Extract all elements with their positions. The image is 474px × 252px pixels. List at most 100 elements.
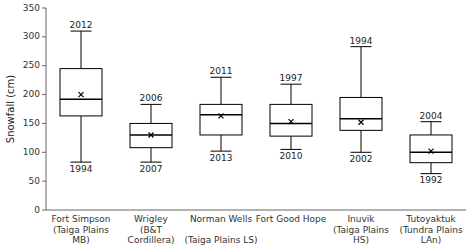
whisker-low bbox=[151, 148, 152, 162]
annotation-low: 2010 bbox=[280, 151, 303, 161]
box-group bbox=[60, 31, 102, 162]
whisker-high bbox=[151, 104, 152, 123]
annotation-low: 1994 bbox=[70, 164, 93, 174]
annotation-high: 2004 bbox=[420, 111, 443, 121]
whisker-high bbox=[361, 47, 362, 98]
x-tick-label: Wrigley(B&TCordillera) bbox=[128, 214, 175, 245]
x-tick-label-line: (Taiga Plains LS) bbox=[184, 235, 257, 245]
x-tick-label-line: Norman Wells bbox=[190, 214, 253, 224]
y-tick bbox=[42, 123, 46, 124]
y-tick bbox=[42, 8, 46, 9]
y-tick-label: 100 bbox=[23, 147, 40, 157]
cap-high bbox=[351, 46, 372, 47]
y-tick-label: 250 bbox=[23, 60, 40, 70]
y-tick-label: 300 bbox=[23, 31, 40, 41]
box-group bbox=[200, 77, 242, 151]
x-tick-label-line: (Taiga Plains bbox=[53, 225, 109, 235]
cap-high bbox=[421, 121, 442, 122]
y-tick-label: 50 bbox=[29, 176, 41, 186]
median bbox=[270, 123, 312, 125]
mean-marker bbox=[289, 119, 294, 124]
box bbox=[410, 135, 452, 163]
annotation-high: 2012 bbox=[70, 20, 93, 30]
x-tick-label-line: (Taiga Plains bbox=[333, 225, 389, 235]
annotation-high: 1994 bbox=[350, 36, 373, 46]
box bbox=[340, 97, 382, 130]
boxes bbox=[60, 31, 452, 174]
y-axis-label: Snowfall (cm) bbox=[5, 75, 16, 144]
y-axis bbox=[46, 8, 47, 210]
annotation-low: 1992 bbox=[420, 175, 443, 185]
y-tick-label: 200 bbox=[23, 89, 40, 99]
box-group bbox=[270, 84, 312, 149]
annotation-low: 2013 bbox=[210, 153, 233, 163]
median bbox=[60, 98, 102, 100]
whisker-low bbox=[361, 130, 362, 152]
annotation-low: 2002 bbox=[350, 154, 373, 164]
cap-low bbox=[281, 149, 302, 150]
cap-low bbox=[351, 152, 372, 153]
x-tick-label: Tutoyaktuk(Tundra PlainsLAn) bbox=[399, 214, 462, 245]
x-tick-label: Fort Good Hope bbox=[256, 214, 327, 224]
annotation-low: 2007 bbox=[140, 164, 163, 174]
cap-high bbox=[71, 31, 92, 32]
chart: 0 50 100 150 200 250 300 350 Snowfall (cm) Fort S… bbox=[0, 0, 474, 252]
y-tick-label: 150 bbox=[23, 118, 40, 128]
cap-high bbox=[211, 77, 232, 78]
mean-marker bbox=[219, 113, 224, 118]
mean-marker bbox=[359, 120, 364, 125]
box-group bbox=[410, 122, 452, 174]
whisker-high bbox=[431, 122, 432, 135]
mean-marker bbox=[429, 149, 434, 154]
y-tick bbox=[42, 65, 46, 66]
y-tick-label: 350 bbox=[23, 3, 40, 13]
cap-high bbox=[281, 84, 302, 85]
whisker-low bbox=[81, 116, 82, 162]
whisker-low bbox=[221, 135, 222, 151]
x-tick-label-line: (Tundra Plains bbox=[399, 225, 462, 235]
box bbox=[270, 104, 312, 136]
x-tick-label-line: Wrigley bbox=[134, 214, 168, 224]
x-tick-label-line: HS) bbox=[353, 235, 369, 245]
x-tick-label: Fort Simpson(Taiga PlainsMB) bbox=[51, 214, 110, 245]
annotation-high: 2011 bbox=[210, 66, 233, 76]
x-tick-label-line: (B&T bbox=[140, 225, 163, 235]
y-tick bbox=[42, 36, 46, 37]
mean-marker bbox=[149, 132, 154, 137]
whisker-high bbox=[81, 31, 82, 69]
median bbox=[340, 118, 382, 120]
x-tick-label-line: Fort Good Hope bbox=[256, 214, 327, 224]
y-tick bbox=[42, 152, 46, 153]
cap-low bbox=[71, 162, 92, 163]
cap-low bbox=[211, 151, 232, 152]
x-axis bbox=[46, 210, 466, 211]
mean-marker bbox=[79, 92, 84, 97]
x-tick-label-line: Tutoyaktuk bbox=[405, 214, 456, 224]
x-tick-label-line: MB) bbox=[72, 235, 89, 245]
x-tick-label: Inuvik(Taiga PlainsHS) bbox=[333, 214, 389, 245]
cap-low bbox=[421, 173, 442, 174]
cap-high bbox=[141, 104, 162, 105]
x-tick-label-line: LAn) bbox=[421, 235, 442, 245]
y-tick bbox=[42, 210, 46, 211]
y-tick bbox=[42, 181, 46, 182]
annotation-high: 2006 bbox=[140, 93, 163, 103]
y-tick-label: 0 bbox=[34, 205, 40, 215]
x-tick-label-line: Fort Simpson bbox=[51, 214, 110, 224]
whisker-high bbox=[291, 84, 292, 104]
whisker-high bbox=[221, 77, 222, 104]
annotation-high: 1997 bbox=[280, 73, 303, 83]
cap-low bbox=[141, 162, 162, 163]
box-group bbox=[340, 47, 382, 153]
box bbox=[130, 123, 172, 147]
box bbox=[60, 69, 102, 116]
whisker-low bbox=[291, 136, 292, 149]
x-tick-label-line: Inuvik bbox=[347, 214, 375, 224]
whisker-low bbox=[431, 163, 432, 174]
y-tick bbox=[42, 94, 46, 95]
chart-container: 0 50 100 150 200 250 300 350 Snowfall (cm) Fort S… bbox=[0, 0, 474, 252]
box-group bbox=[130, 104, 172, 162]
x-tick-label: Norman Wells (Taiga Plains LS) bbox=[184, 214, 257, 245]
x-tick-label-line: Cordillera) bbox=[128, 235, 175, 245]
box bbox=[200, 104, 242, 135]
